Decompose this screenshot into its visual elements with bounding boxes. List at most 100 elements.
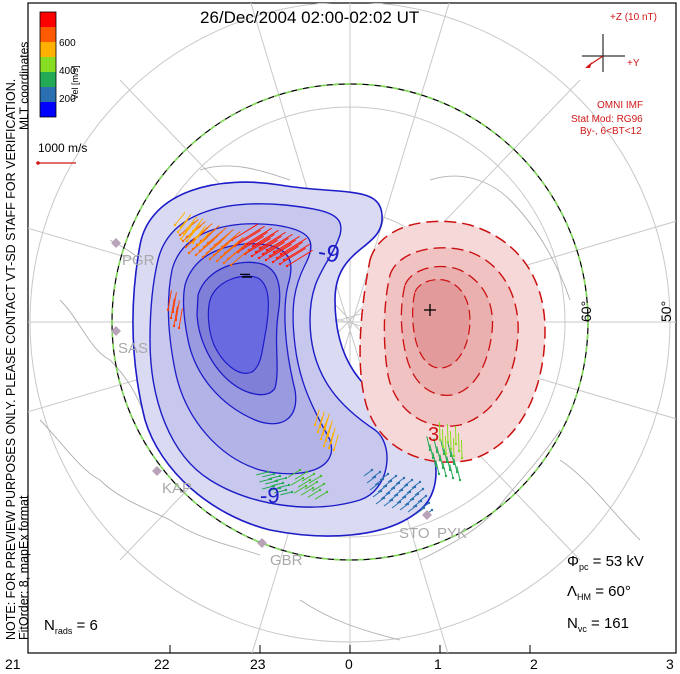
velocity-vector bbox=[317, 416, 323, 433]
velocity-vector-origin bbox=[266, 470, 270, 474]
velocity-vector bbox=[426, 436, 431, 451]
n-rads-value: = 6 bbox=[76, 617, 98, 634]
velocity-vector-origin bbox=[275, 256, 279, 260]
station-label-gbr: GBR bbox=[270, 552, 303, 569]
velocity-vector bbox=[369, 483, 379, 491]
station-label-pyk: PYK bbox=[437, 525, 468, 542]
velocity-vector bbox=[252, 229, 279, 247]
n-vc-stat: Nvc = 161 bbox=[567, 615, 629, 634]
velocity-vector bbox=[385, 487, 395, 495]
velocity-vector bbox=[277, 484, 290, 489]
velocity-vector bbox=[411, 481, 421, 489]
velocity-vector bbox=[450, 450, 455, 465]
velocity-vector bbox=[457, 432, 460, 452]
velocity-vector bbox=[301, 473, 315, 482]
velocity-vector bbox=[319, 411, 325, 428]
velocity-vector-origin bbox=[457, 449, 461, 453]
velocity-vector-origin bbox=[254, 250, 258, 254]
latitude-label-50: 50° bbox=[658, 300, 674, 322]
velocity-vector-origin bbox=[185, 239, 189, 243]
velocity-vector bbox=[178, 308, 183, 329]
velocity-vector bbox=[327, 420, 333, 437]
velocity-vector-origin bbox=[178, 233, 182, 237]
velocity-vector bbox=[391, 501, 401, 509]
velocity-vector bbox=[323, 430, 329, 447]
velocity-vector-origin bbox=[271, 260, 275, 264]
velocity-vector-origin bbox=[421, 487, 425, 491]
velocity-vector bbox=[287, 469, 301, 478]
preview-note: NOTE: FOR PREVIEW PURPOSES ONLY. PLEASE … bbox=[4, 78, 18, 640]
velocity-vector bbox=[214, 229, 234, 246]
velocity-vector-origin bbox=[312, 472, 316, 476]
velocity-vector bbox=[259, 231, 286, 249]
velocity-vector bbox=[294, 471, 308, 480]
velocity-vector-origin bbox=[191, 241, 195, 245]
n-rads-stat: Nrads = 6 bbox=[44, 617, 98, 636]
velocity-vector bbox=[407, 505, 417, 513]
velocity-vector-origin bbox=[454, 442, 458, 446]
velocity-vector bbox=[234, 229, 261, 247]
station-label-sas: SAS bbox=[118, 340, 149, 357]
velocity-vector bbox=[183, 221, 195, 235]
velocity-vector bbox=[446, 456, 451, 471]
velocity-vector bbox=[396, 496, 406, 504]
velocity-vector-origin bbox=[202, 245, 206, 249]
velocity-vector-origin bbox=[216, 249, 220, 253]
velocity-vector-origin bbox=[444, 452, 448, 456]
velocity-vector bbox=[297, 479, 311, 488]
velocity-vector-origin bbox=[284, 488, 288, 492]
velocity-vector bbox=[429, 444, 434, 459]
velocity-vector-origin bbox=[171, 310, 175, 314]
velocity-vector bbox=[412, 500, 422, 508]
dawn-contour-label: 3 bbox=[428, 424, 440, 446]
velocity-vector-origin bbox=[201, 255, 205, 259]
velocity-vector bbox=[286, 249, 313, 267]
velocity-vector-origin bbox=[229, 263, 233, 267]
velocity-vector-origin bbox=[418, 480, 422, 484]
velocity-vector bbox=[314, 491, 328, 500]
velocity-vector bbox=[399, 503, 409, 511]
velocity-vector bbox=[404, 498, 414, 506]
velocity-vector bbox=[177, 219, 189, 233]
plot-border bbox=[27, 2, 677, 654]
colorbar-tick-200: 200 bbox=[59, 94, 76, 105]
velocity-vector-origin bbox=[281, 481, 285, 485]
velocity-vector-origin bbox=[251, 244, 255, 248]
colorbar-segment bbox=[40, 72, 56, 87]
velocity-vector-origin bbox=[298, 468, 302, 472]
imf-z-label: +Z (10 nT) bbox=[610, 12, 657, 23]
velocity-vector bbox=[454, 425, 457, 445]
mlt-tick-22: 22 bbox=[154, 656, 170, 672]
velocity-vector-origin bbox=[213, 243, 217, 247]
velocity-vector bbox=[170, 298, 175, 319]
velocity-vector-origin bbox=[191, 247, 195, 251]
velocity-vector-origin bbox=[284, 476, 288, 480]
velocity-vector-origin bbox=[287, 483, 291, 487]
velocity-vector bbox=[372, 490, 382, 498]
velocity-vector-origin bbox=[179, 237, 183, 241]
velocity-vector-origin bbox=[176, 230, 180, 234]
velocity-vector-origin bbox=[311, 486, 315, 490]
velocity-vector bbox=[414, 488, 424, 496]
velocity-vector bbox=[268, 487, 281, 492]
velocity-vector-origin bbox=[206, 241, 210, 245]
velocity-vector bbox=[438, 421, 441, 441]
velocity-vector bbox=[447, 442, 452, 457]
velocity-vector-origin bbox=[323, 427, 327, 431]
velocity-vector-origin bbox=[427, 501, 431, 505]
velocity-vector-origin bbox=[278, 474, 282, 478]
dusk-cell bbox=[132, 181, 437, 537]
velocity-vector bbox=[401, 491, 411, 499]
velocity-vector-origin bbox=[250, 254, 254, 258]
mlt-tick-3: 3 bbox=[666, 656, 674, 672]
velocity-vector-origin bbox=[205, 251, 209, 255]
velocity-vector bbox=[441, 428, 444, 448]
velocity-vector bbox=[265, 480, 278, 485]
velocity-vector-origin bbox=[329, 441, 333, 445]
velocity-vector bbox=[380, 492, 390, 500]
coastlines bbox=[39, 165, 641, 641]
velocity-vector bbox=[273, 235, 300, 253]
velocity-vector bbox=[256, 471, 269, 476]
velocity-vector bbox=[325, 425, 331, 442]
velocity-vector-origin bbox=[321, 432, 325, 436]
